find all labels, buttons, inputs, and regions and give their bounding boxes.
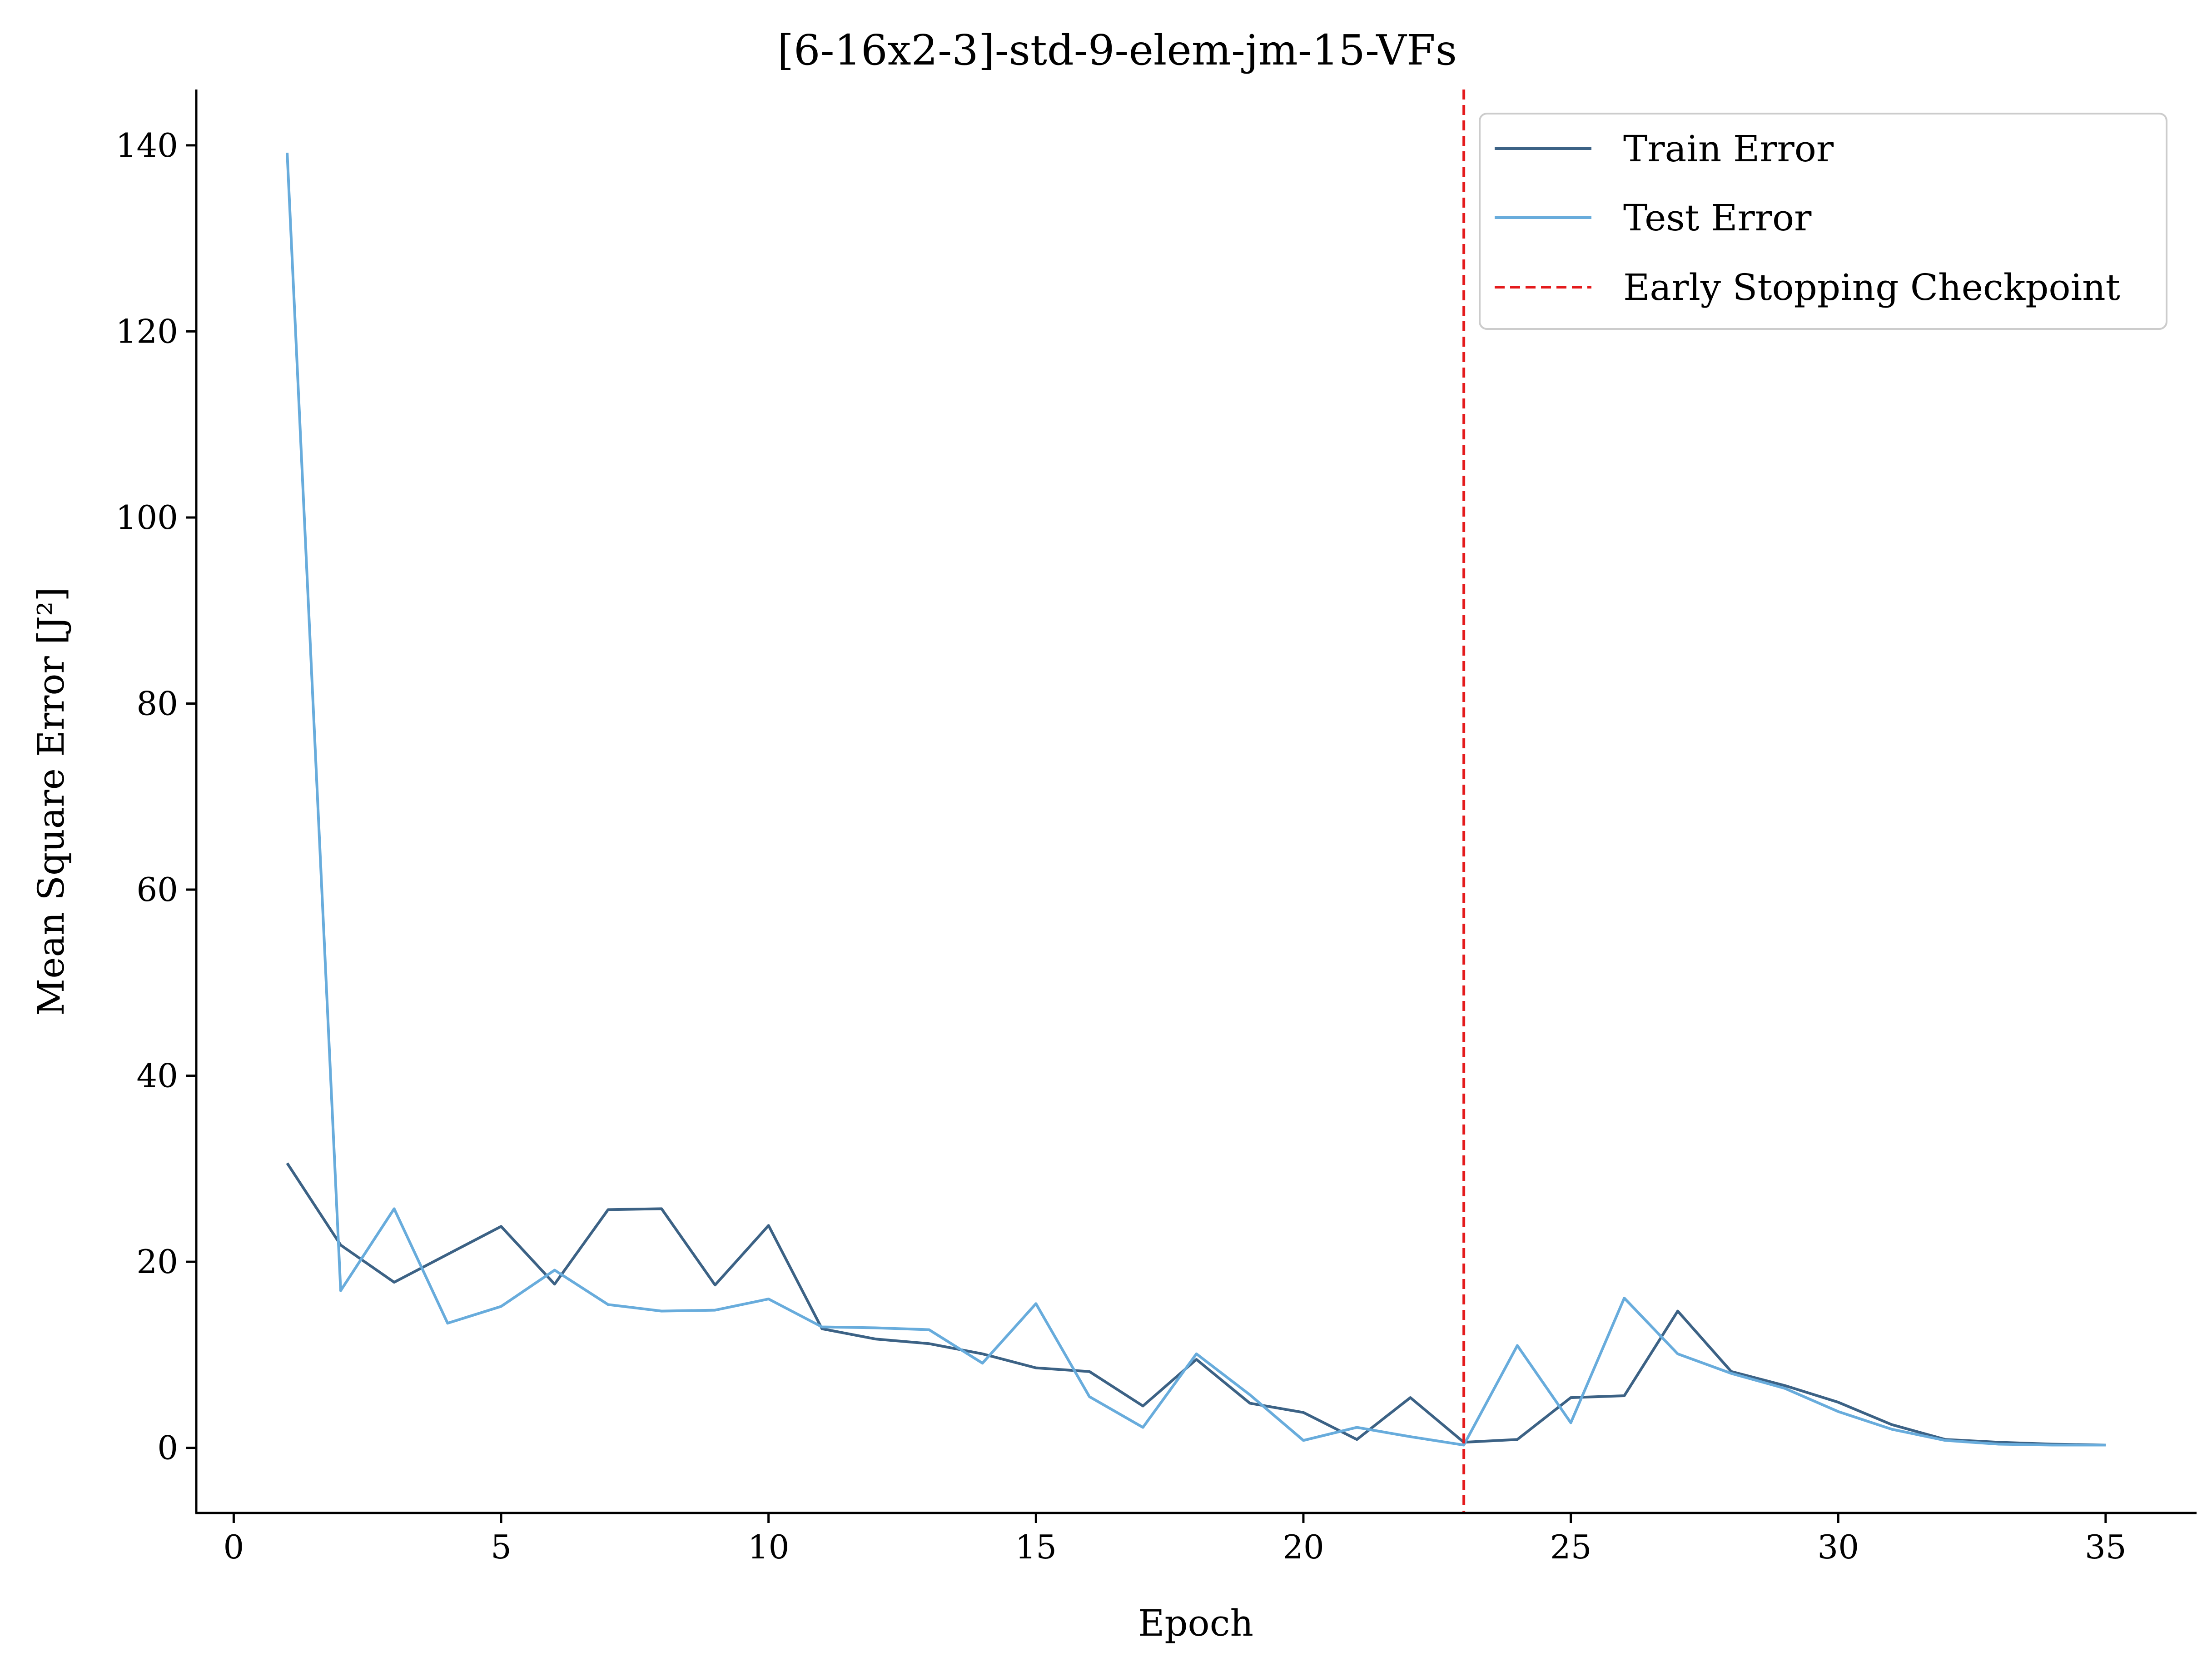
x-axis-label: Epoch — [1138, 1602, 1253, 1644]
x-tick-label: 20 — [1282, 1528, 1324, 1566]
x-tick-label: 35 — [2085, 1528, 2127, 1566]
legend-label-test-error: Test Error — [1623, 197, 1812, 239]
y-tick-label: 80 — [136, 684, 178, 722]
plot-area — [286, 90, 2106, 1513]
legend-label-train-error: Train Error — [1623, 128, 1834, 170]
x-ticks: 0 5 10 15 20 25 30 35 — [224, 1513, 2127, 1566]
legend: Train Error Test Error Early Stopping Ch… — [1479, 113, 2167, 330]
x-tick-label: 25 — [1550, 1528, 1592, 1566]
legend-box — [1479, 113, 2167, 330]
y-tick-label: 120 — [116, 312, 178, 350]
y-tick-label: 40 — [136, 1057, 178, 1095]
y-ticks: 0 20 40 60 80 100 120 140 — [116, 126, 196, 1467]
y-tick-label: 140 — [116, 126, 178, 164]
x-tick-label: 30 — [1817, 1528, 1859, 1566]
x-tick-label: 0 — [224, 1528, 244, 1566]
y-tick-label: 20 — [136, 1243, 178, 1281]
chart-title: [6-16x2-3]-std-9-elem-jm-15-VFs — [777, 26, 1457, 75]
x-tick-label: 10 — [748, 1528, 790, 1566]
x-tick-label: 15 — [1015, 1528, 1057, 1566]
y-tick-label: 60 — [136, 871, 178, 909]
series-line-test-error — [286, 153, 2106, 1447]
series-line-train-error — [286, 1162, 2106, 1447]
y-tick-label: 0 — [157, 1429, 178, 1467]
y-tick-label: 100 — [116, 498, 178, 537]
legend-label-early-stopping: Early Stopping Checkpoint — [1623, 266, 2120, 309]
x-tick-label: 5 — [491, 1528, 512, 1566]
y-axis-label: Mean Square Error [J²] — [30, 587, 72, 1015]
